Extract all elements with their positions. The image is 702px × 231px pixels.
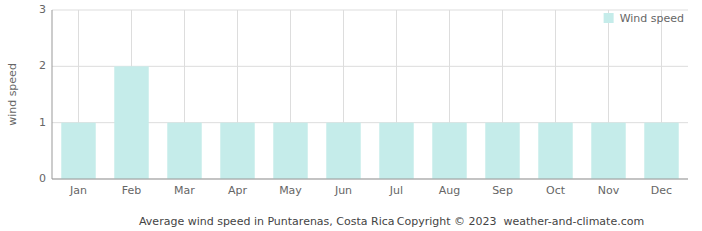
x-tick-label: Jul [389,184,403,197]
y-axis-label: wind speed [6,63,19,126]
bar [220,123,254,179]
bar [644,123,678,179]
x-tick-label: Dec [651,184,672,197]
x-tick-label: Jun [334,184,352,197]
y-tick-label: 3 [39,3,46,16]
x-tick-label: May [279,184,302,197]
legend-label: Wind speed [620,12,684,25]
y-tick-label: 2 [39,59,46,72]
bars [61,66,678,179]
bar [538,123,572,179]
bar [591,123,625,179]
bar [432,123,466,179]
x-tick-label: Mar [174,184,195,197]
legend: Wind speed [604,12,684,25]
axes: 0 1 2 3 Jan Feb Mar Apr May Jun Jul Aug Sep Oct Nov Dec [39,3,688,197]
bar [114,66,148,179]
y-grid-line [52,10,688,11]
bar [167,123,201,179]
y-grid-line [52,179,688,180]
x-axis-line [52,179,688,180]
x-tick-label: Sep [492,184,513,197]
y-axis-line [52,10,53,179]
title: Average wind speed in Puntarenas, Costa … [139,215,395,228]
x-tick-label: Feb [122,184,141,197]
x-tick-label: Apr [228,184,248,197]
x-tick-label: Aug [439,184,460,197]
x-tick-label: Nov [598,184,620,197]
y-tick-label: 0 [39,172,46,185]
x-tick-label: Oct [546,184,566,197]
legend-swatch [604,13,614,23]
bar [61,123,95,179]
y-tick-label: 1 [39,116,46,129]
grid [52,10,688,179]
x-tick-label: Jan [69,184,87,197]
bar [379,123,413,179]
chart: 0 1 2 3 Jan Feb Mar Apr May Jun Jul Aug Sep Oct Nov Dec… [0,0,702,231]
bar [273,123,307,179]
annotation: Copyright © 2023 weather-and-climate.com [397,215,644,228]
bar [485,123,519,179]
bar [326,123,360,179]
